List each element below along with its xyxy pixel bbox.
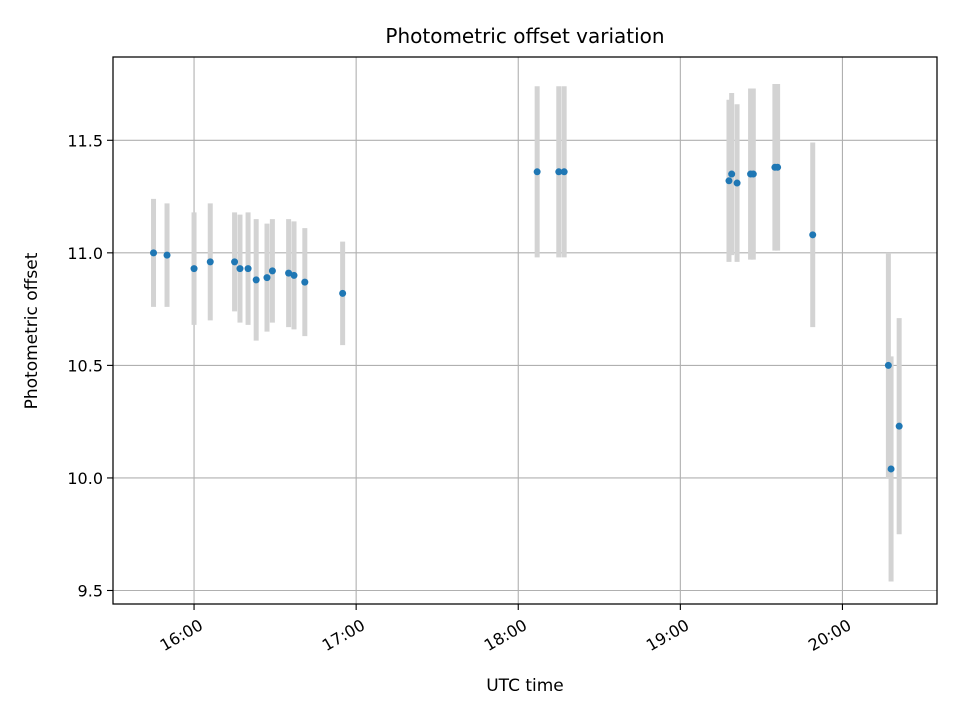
data-point [190, 265, 198, 273]
data-point [150, 249, 158, 257]
data-point [895, 422, 903, 430]
data-point [268, 267, 276, 275]
plot-area-frame [112, 56, 938, 605]
data-point [533, 168, 541, 176]
data-point [252, 276, 260, 284]
data-point [555, 168, 563, 176]
y-tick-label: 10.0 [67, 469, 103, 488]
data-point [809, 231, 817, 239]
x-axis-label: UTC time [486, 676, 564, 696]
y-axis-ticks: 9.5 10.0 10.5 11.0 11.5 [67, 131, 113, 600]
data-point [774, 163, 782, 171]
y-tick-label: 10.5 [67, 356, 103, 375]
y-tick-label: 11.5 [67, 131, 103, 150]
grid [113, 57, 937, 604]
data-points [150, 163, 903, 473]
data-point [560, 168, 568, 176]
data-point [231, 258, 239, 266]
data-point [884, 361, 892, 369]
data-point [339, 289, 347, 297]
y-tick-label: 11.0 [67, 244, 103, 263]
data-point [749, 170, 757, 178]
data-point [163, 251, 171, 259]
data-point [733, 179, 741, 187]
data-point [206, 258, 214, 266]
y-axis-label: Photometric offset [22, 252, 42, 409]
data-point [263, 274, 271, 282]
data-point [236, 265, 244, 273]
data-point [887, 465, 895, 473]
data-point [728, 170, 736, 178]
data-point [290, 271, 298, 279]
y-tick-label: 9.5 [78, 581, 103, 600]
data-point [301, 278, 309, 286]
chart-title: Photometric offset variation [385, 24, 664, 48]
data-point [725, 177, 733, 185]
data-point [285, 269, 293, 277]
data-point [244, 265, 252, 273]
